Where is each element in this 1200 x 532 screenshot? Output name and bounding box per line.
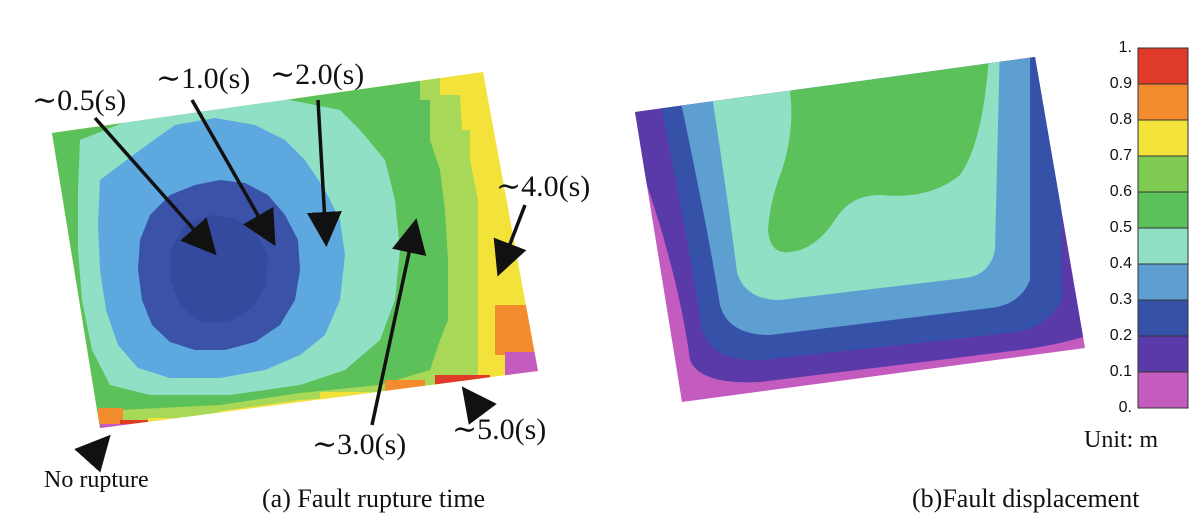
colorbar-swatch: [1137, 47, 1189, 85]
rupture-time-map: [52, 72, 538, 428]
zone-5-0s-cell: [435, 375, 490, 405]
rupture-annotation-arrows: [74, 99, 527, 473]
colorbar-tick-label: 1.: [1118, 39, 1132, 56]
colorbar-swatch: [1137, 263, 1189, 301]
colorbar-unit: Unit: m: [1084, 427, 1159, 453]
zone-no-rupture-cell: [100, 424, 128, 428]
annotation-4-0s: ∼4.0(s): [496, 170, 591, 203]
colorbar-tick-label: 0.2: [1109, 327, 1132, 344]
arrow-1-0s: [190, 99, 276, 247]
annotation-3-0s: ∼3.0(s): [312, 428, 407, 461]
colorbar-swatch: [1137, 155, 1189, 193]
colorbar-swatch: [1137, 299, 1189, 337]
colorbar-swatch: [1137, 191, 1189, 229]
colorbar-tick-label: 0.8: [1109, 111, 1132, 128]
colorbar-swatch: [1137, 227, 1189, 265]
colorbar-tick-label: 0.: [1118, 399, 1132, 416]
annotation-5-0s: ∼5.0(s): [452, 413, 547, 446]
zone-no-rupture-cell: [505, 352, 538, 377]
zone-5-0s-cell: [120, 420, 148, 428]
colorbar-swatch: [1137, 371, 1189, 409]
colorbar-swatch: [1137, 83, 1189, 121]
caption-b: (b)Fault displacement: [912, 484, 1140, 513]
no-rupture-label: No rupture: [44, 467, 149, 493]
annotation-1-0s: ∼1.0(s): [156, 62, 251, 95]
arrow-no-rupture: [74, 434, 111, 473]
colorbar-swatch: [1137, 335, 1189, 373]
colorbar-tick-label: 0.9: [1109, 75, 1132, 92]
caption-a: (a) Fault rupture time: [262, 484, 486, 513]
annotation-0-5s: ∼0.5(s): [32, 84, 127, 117]
colorbar-tick-label: 0.4: [1109, 255, 1132, 272]
band-0.5-0.6: [768, 57, 990, 253]
zone-4-0s-cell: [148, 418, 172, 428]
colorbar-tick-label: 0.6: [1109, 183, 1132, 200]
colorbar-tick-label: 0.7: [1109, 147, 1132, 164]
colorbar-tick-label: 0.3: [1109, 291, 1132, 308]
zone-4-5s-cell: [385, 380, 425, 410]
annotation-2-0s: ∼2.0(s): [270, 58, 365, 91]
arrow-2-0s: [306, 99, 342, 247]
displacement-map: [635, 57, 1085, 402]
zone-4-5s-cell: [98, 408, 123, 428]
colorbar: [1137, 47, 1189, 409]
arrow-5-0s: [461, 386, 497, 425]
colorbar-swatch: [1137, 119, 1189, 157]
arrow-0-5s: [93, 116, 217, 256]
zone-4-5s-cell: [495, 305, 535, 355]
colorbar-tick-label: 0.1: [1109, 363, 1132, 380]
colorbar-tick-label: 0.5: [1109, 219, 1132, 236]
arrow-3-0s: [370, 218, 427, 426]
arrow-4-0s: [493, 204, 527, 277]
